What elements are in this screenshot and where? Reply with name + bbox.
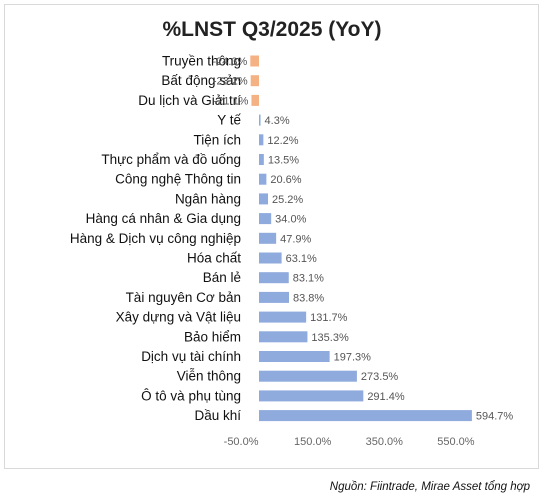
source-note: Nguồn: Fiintrade, Mirae Asset tổng hợp (329, 481, 530, 493)
bar (259, 213, 272, 225)
bar (259, 272, 289, 284)
bar (259, 134, 264, 146)
bar (250, 75, 259, 87)
category-label: Thực phẩm và đồ uống (101, 152, 241, 167)
bar (259, 331, 308, 343)
x-tick-label: 550.0% (437, 436, 475, 448)
bar (259, 351, 330, 362)
x-tick-label: 150.0% (294, 436, 332, 448)
bar (259, 390, 364, 402)
category-label: Bảo hiểm (184, 329, 241, 344)
data-label: 197.3% (334, 352, 372, 364)
data-label: 594.7% (476, 411, 514, 423)
data-label: 131.7% (310, 312, 348, 324)
data-label: 34.0% (275, 214, 306, 226)
category-label: Công nghệ Thông tin (115, 172, 241, 187)
data-label: 135.3% (311, 332, 349, 344)
data-label: 83.1% (293, 273, 324, 285)
data-label: 83.8% (293, 292, 324, 304)
category-label: Y tế (217, 113, 241, 128)
bar (259, 410, 472, 422)
data-label: 47.9% (280, 233, 311, 245)
chart-title: %LNST Q3/2025 (YoY) (162, 18, 382, 41)
data-label: 291.4% (367, 391, 405, 403)
data-label: 273.5% (361, 371, 399, 383)
category-label: Du lịch và Giải trí (138, 93, 241, 108)
bar (259, 311, 307, 323)
x-tick-label: -50.0% (224, 436, 259, 448)
bar (259, 154, 264, 165)
category-label: Ngân hàng (175, 191, 241, 206)
x-tick-label: 350.0% (366, 436, 404, 448)
category-label: Hàng cá nhân & Gia dụng (86, 211, 241, 226)
bar (259, 232, 277, 244)
data-label: -23.2% (213, 76, 248, 88)
bar-chart: Truyền thông-24.3% Bất động sản-23.2% Du l… (70, 54, 514, 449)
bar (259, 193, 269, 205)
bar (259, 252, 282, 264)
category-label: Tiện ích (193, 132, 241, 147)
bar (250, 55, 259, 67)
data-label: 20.6% (270, 174, 301, 186)
bar (259, 291, 290, 303)
data-label: 4.3% (265, 115, 290, 127)
category-label: Truyền thông (162, 54, 241, 69)
category-label: Dịch vụ tài chính (141, 349, 241, 364)
data-label: 63.1% (286, 253, 317, 265)
data-label: 12.2% (267, 135, 298, 147)
bar (251, 94, 259, 106)
category-label: Xây dựng và Vật liệu (116, 310, 241, 325)
category-label: Hàng & Dịch vụ công nghiệp (70, 231, 241, 246)
bar (259, 114, 261, 126)
bar (259, 173, 267, 185)
category-label: Dầu khí (194, 408, 241, 423)
category-label: Viễn thông (177, 369, 241, 384)
bar (259, 370, 357, 382)
category-label: Ô tô và phụ tùng (141, 388, 241, 403)
category-label: Bán lẻ (203, 270, 241, 285)
data-label: 13.5% (268, 155, 299, 167)
data-label: 25.2% (272, 194, 303, 206)
category-label: Tài nguyên Cơ bản (126, 290, 241, 305)
category-label: Hóa chất (187, 251, 241, 266)
category-label: Bất động sản (161, 73, 241, 88)
data-label: -21.1% (214, 95, 249, 107)
data-label: -24.3% (212, 56, 247, 68)
